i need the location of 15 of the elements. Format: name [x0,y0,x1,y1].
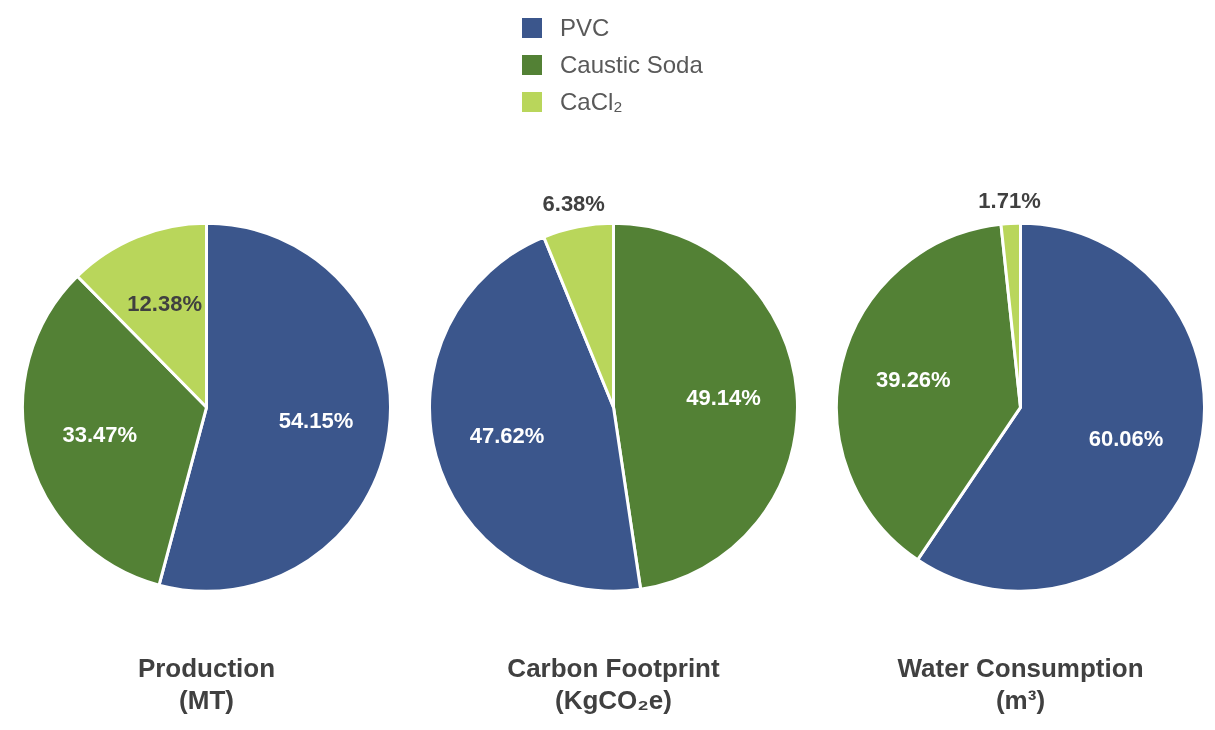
data-label: 39.26% [876,366,951,392]
legend-label: Caustic Soda [560,50,703,79]
data-label: 54.15% [278,407,354,433]
data-label: 12.38% [127,291,202,317]
data-label: 6.38% [542,191,605,217]
data-label: 33.47% [62,421,138,447]
text: Carbon Footprint (KgCO₂e) [507,653,720,715]
text: Water Consumption (m³) [897,653,1144,715]
data-label: 60.06% [1088,425,1164,451]
text: Production (MT) [137,653,276,715]
data-label: 47.62% [469,422,545,448]
data-label: 49.14% [686,385,761,411]
data-label: 1.71% [978,187,1041,213]
legend-label: PVC [560,13,610,42]
legend-label: CaCl₂ [560,87,623,116]
